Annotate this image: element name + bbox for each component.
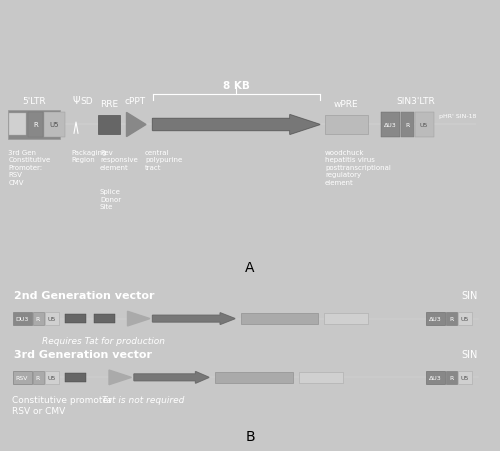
- Text: ΔU3: ΔU3: [429, 317, 442, 322]
- Text: 8 KB: 8 KB: [222, 81, 250, 91]
- Bar: [324, 314, 368, 324]
- Bar: [12, 371, 32, 384]
- Bar: [98, 115, 120, 135]
- Bar: [12, 312, 32, 326]
- Text: RSV: RSV: [16, 375, 28, 380]
- Bar: [44, 113, 65, 137]
- Text: R: R: [450, 375, 454, 380]
- Bar: [44, 312, 59, 326]
- Text: ΔU3: ΔU3: [429, 375, 442, 380]
- Text: Requires Tat for production: Requires Tat for production: [42, 336, 166, 345]
- Bar: [8, 111, 60, 139]
- Bar: [32, 371, 44, 384]
- Text: R: R: [36, 375, 40, 380]
- Text: 2nd Generation vector: 2nd Generation vector: [14, 290, 154, 300]
- Text: U5: U5: [50, 122, 59, 128]
- Bar: [241, 314, 318, 324]
- Bar: [94, 314, 115, 323]
- Text: 3rd Gen
Constitutive
Promoter:
RSV
CMV: 3rd Gen Constitutive Promoter: RSV CMV: [8, 149, 51, 185]
- Text: A: A: [245, 260, 255, 274]
- Text: Constitutive promoter
RSV or CMV: Constitutive promoter RSV or CMV: [12, 395, 112, 415]
- Bar: [65, 314, 86, 323]
- Bar: [32, 312, 44, 326]
- Text: SIN: SIN: [461, 290, 477, 300]
- Polygon shape: [126, 113, 146, 137]
- Text: R: R: [405, 123, 409, 128]
- Bar: [426, 371, 445, 384]
- Text: cPPT: cPPT: [124, 97, 146, 106]
- Bar: [65, 373, 86, 382]
- Polygon shape: [128, 312, 150, 326]
- Text: Ψ: Ψ: [72, 96, 80, 106]
- Text: B: B: [245, 429, 255, 443]
- Text: Tat is not required: Tat is not required: [102, 395, 185, 404]
- Text: ΔU3: ΔU3: [384, 123, 397, 128]
- Text: central
polypurine
tract: central polypurine tract: [145, 149, 182, 170]
- Bar: [414, 113, 434, 137]
- Text: Splice
Donor
Site: Splice Donor Site: [100, 189, 121, 210]
- Text: U5: U5: [48, 375, 56, 380]
- Text: U5: U5: [48, 317, 56, 322]
- Polygon shape: [134, 372, 209, 383]
- Text: SIN3'LTR: SIN3'LTR: [396, 97, 436, 106]
- Bar: [325, 115, 368, 135]
- Text: R: R: [33, 122, 38, 128]
- Polygon shape: [152, 313, 235, 325]
- Bar: [44, 371, 59, 384]
- Text: woodchuck
hepatitis virus
posttranscriptional
regulatory
element: woodchuck hepatitis virus posttranscript…: [325, 149, 391, 185]
- Text: 5'LTR: 5'LTR: [22, 97, 46, 106]
- Text: DU3: DU3: [16, 317, 28, 322]
- Text: SD: SD: [80, 97, 93, 106]
- Bar: [446, 371, 457, 384]
- Bar: [458, 371, 472, 384]
- Text: U5: U5: [461, 375, 469, 380]
- Bar: [381, 113, 400, 137]
- Polygon shape: [109, 370, 132, 385]
- Polygon shape: [152, 115, 320, 135]
- Text: wPRE: wPRE: [334, 100, 358, 109]
- Text: SIN: SIN: [461, 349, 477, 359]
- Bar: [28, 113, 42, 137]
- Text: Packaging
Region: Packaging Region: [71, 149, 106, 163]
- Bar: [215, 373, 292, 383]
- Bar: [458, 312, 472, 326]
- Bar: [401, 113, 413, 137]
- Text: pHR' SIN-18: pHR' SIN-18: [439, 114, 476, 119]
- Text: 3rd Generation vector: 3rd Generation vector: [14, 349, 152, 359]
- Text: U5: U5: [461, 317, 469, 322]
- Text: R: R: [450, 317, 454, 322]
- Text: RRE: RRE: [100, 100, 118, 109]
- Text: U5: U5: [420, 123, 428, 128]
- Bar: [426, 312, 445, 326]
- Text: R: R: [36, 317, 40, 322]
- Bar: [298, 373, 343, 383]
- Bar: [446, 312, 457, 326]
- Bar: [8, 114, 26, 136]
- Text: Rev
responsive
element: Rev responsive element: [100, 149, 138, 170]
